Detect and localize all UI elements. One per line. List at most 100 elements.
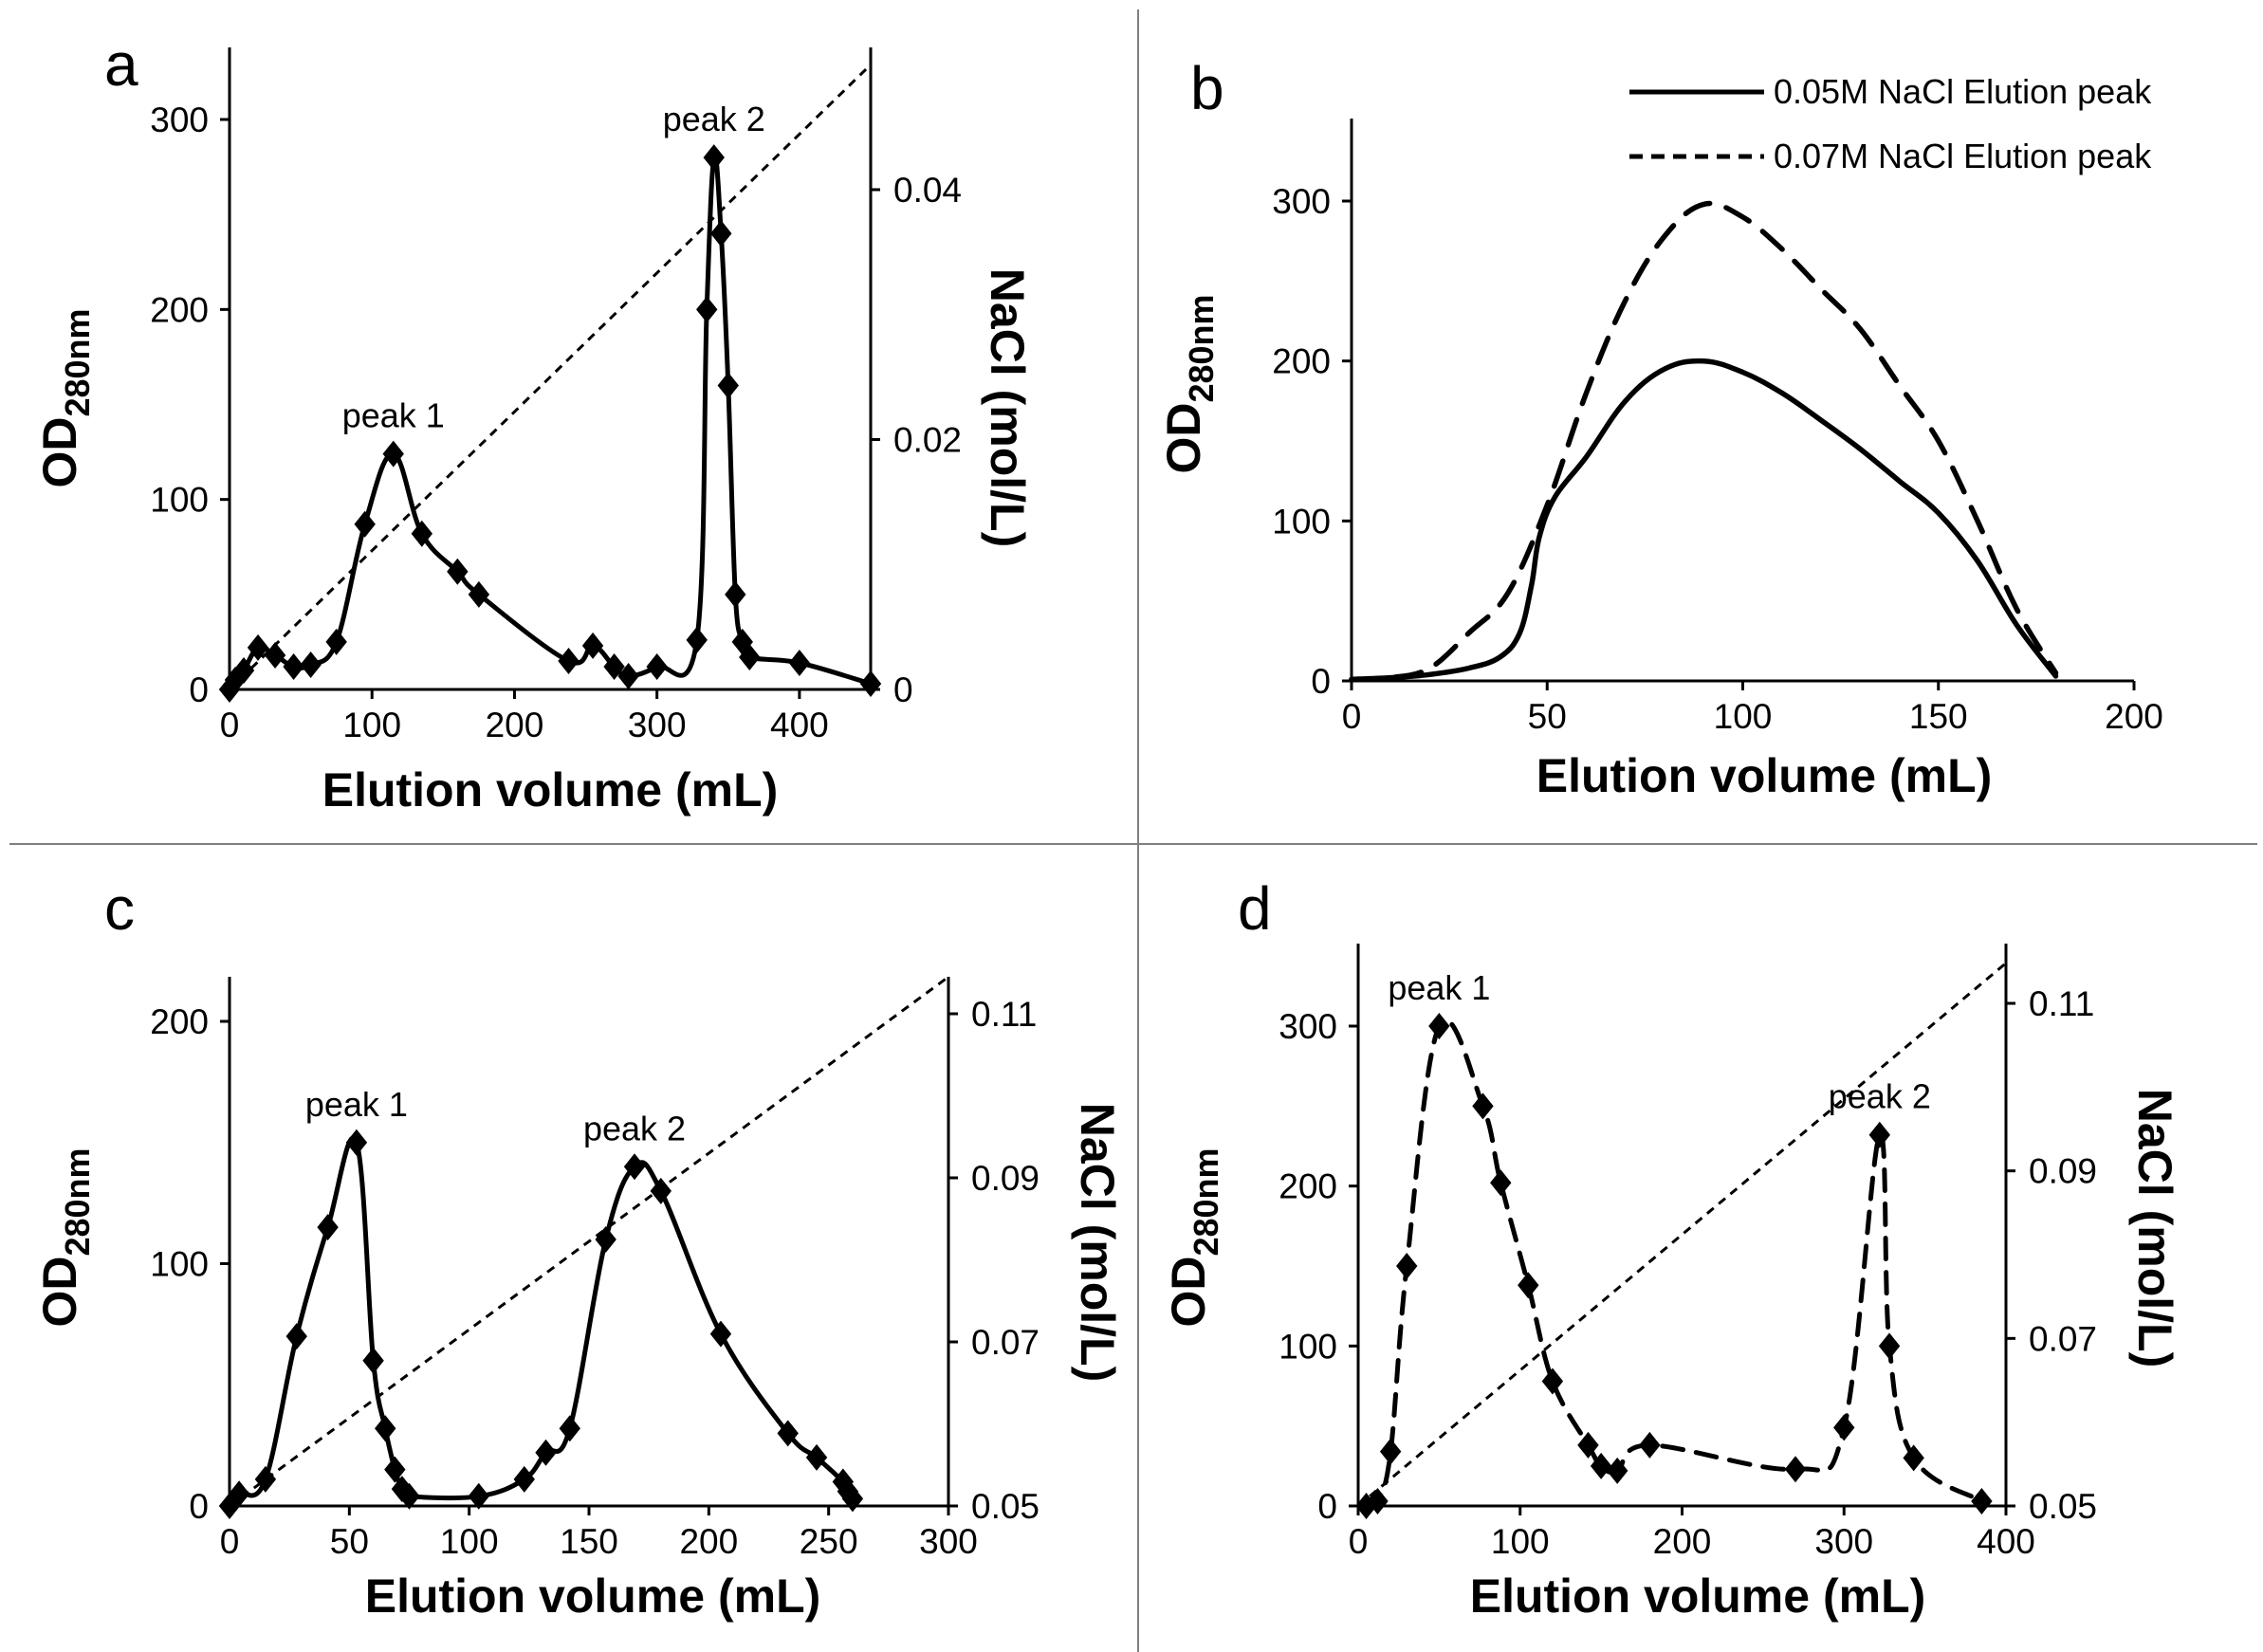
series-line [1349,358,2059,683]
y2-tick-label: 0.11 [2029,984,2094,1023]
data-point-marker [1868,1121,1891,1148]
peak-annotation: peak 2 [1829,1077,1931,1116]
peak-annotation: peak 1 [342,396,445,435]
y2-axis-title: NaCl (mol/L) [981,268,1034,547]
data-point-marker [1784,1456,1807,1483]
data-point-marker [1607,1457,1628,1484]
data-point-marker [317,1214,339,1241]
x-tick-label: 100 [440,1522,499,1561]
panel-label: a [104,30,138,99]
data-point-marker [717,372,739,399]
data-point-marker [709,1320,732,1348]
y2-tick-label: 0.07 [2029,1319,2097,1358]
data-point-marker [398,1482,420,1510]
panel-b: b 0 50 100 150 200 0 100 200 300 Elution volume (m… [1157,54,2163,802]
panel-d: d 0 100 200 300 400 0 100 200 300 0.05 0.07 0.09 0.11… [1162,874,2181,1623]
data-point-marker [1396,1253,1418,1279]
data-point-marker [710,220,732,248]
data-point-marker [805,1443,828,1471]
legend-label: 0.05M NaCl Elution peak [1774,72,2152,111]
panel-label: b [1190,54,1224,122]
y2-axis-title: NaCl (mol/L) [1071,1103,1124,1382]
data-point-marker [513,1465,535,1493]
nacl-gradient-line [228,64,873,691]
peak-annotation: peak 2 [583,1109,686,1147]
data-point-marker [623,1153,646,1181]
data-point-marker [1833,1414,1855,1441]
data-point-marker [581,632,604,659]
x-tick-label: 300 [919,1522,978,1561]
data-point-marker [1428,1013,1450,1039]
data-point-marker [447,558,469,585]
series-line [227,1135,856,1509]
data-point-marker [603,652,625,680]
y-axis-title-subscript: 280nm [58,1147,97,1256]
data-point-marker [468,580,490,608]
data-point-marker [228,1480,250,1508]
data-point-marker [739,643,761,670]
x-axis-title: Elution volume (mL) [365,1569,821,1623]
x-tick-label: 200 [2105,697,2163,736]
data-point-marker [841,1485,864,1513]
y-tick-label: 300 [1279,1007,1337,1046]
data-point-marker [384,1456,406,1483]
y-axis-title: OD280nm [1162,1147,1225,1327]
x-tick-label: 400 [1977,1522,2035,1561]
data-point-marker [1518,1272,1539,1299]
y-axis-title-main: OD [1157,403,1210,474]
series-line [1349,200,2059,683]
x-tick-label: 300 [1814,1522,1873,1561]
data-point-marker [686,626,708,653]
x-tick-label: 100 [1491,1522,1550,1561]
data-point-marker [646,652,668,680]
data-point-marker [788,649,811,676]
data-point-marker [1590,1452,1612,1479]
peak-annotation: peak 1 [305,1085,408,1124]
data-point-marker [1541,1367,1564,1395]
peak-annotation: peak 1 [1388,968,1490,1007]
y-tick-label: 0 [189,1487,209,1526]
data-point-marker [595,1225,616,1253]
y-axis-title: OD280nm [33,308,97,487]
x-tick-label: 200 [486,706,544,744]
y2-tick-label: 0.09 [2029,1152,2097,1191]
x-tick-label: 50 [330,1522,369,1561]
y-axis-title: OD280nm [33,1147,97,1327]
y-tick-label: 100 [1279,1327,1337,1366]
y-axis-title-main: OD [33,417,86,488]
x-tick-label: 250 [800,1522,858,1561]
data-point-marker [345,1129,368,1156]
nacl-gradient-line [1357,962,2007,1508]
data-point-marker [650,1177,672,1204]
data-point-marker [703,144,725,172]
y-tick-label: 0 [189,670,209,709]
x-tick-label: 0 [220,1522,240,1561]
x-axis-title: Elution volume (mL) [1536,749,1993,802]
y2-axis-title: NaCl (mol/L) [2128,1089,2181,1367]
data-point-marker [254,1465,277,1493]
data-point-marker [382,440,404,468]
y2-tick-label: 0.07 [971,1323,1040,1362]
data-point-marker [559,1415,580,1442]
y2-tick-label: 0.11 [971,995,1037,1034]
nacl-gradient-line [229,975,949,1508]
y-tick-label: 300 [1272,182,1331,221]
data-point-marker [859,670,882,697]
data-point-marker [731,628,753,655]
panel-c: c 0 50 100 150 200 250 300 0 100 200 0.05 0.07 0.09 0.… [33,874,1124,1623]
data-point-marker [362,1347,384,1374]
data-point-marker [325,628,347,655]
panel-label: c [104,874,135,943]
x-tick-label: 400 [770,706,829,744]
data-point-marker [283,652,304,680]
data-point-marker [300,651,322,678]
x-tick-label: 100 [1714,697,1773,736]
data-point-marker [1472,1092,1494,1120]
data-point-marker [1878,1332,1901,1360]
y-tick-label: 100 [1272,502,1331,541]
x-axis-title: Elution volume (mL) [1470,1569,1926,1623]
y-tick-label: 200 [1279,1167,1337,1206]
data-point-marker [247,633,269,661]
y2-tick-label: 0.09 [971,1159,1040,1198]
data-point-marker [617,662,639,689]
